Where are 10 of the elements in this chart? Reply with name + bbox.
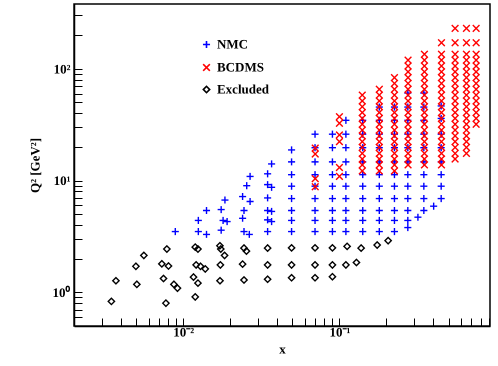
legend-label: NMC [217,36,248,52]
legend-label: BCDMS [217,60,264,74]
y-axis-title: Q² [GeV²] [28,138,42,194]
x-tick-label: 10⁻¹ [329,324,350,340]
legend-label: Excluded [217,82,270,96]
x-tick-label: 10⁻² [173,324,194,340]
y-tick-label: 10⁰ [52,284,70,300]
y-tick-label: 10² [54,61,71,76]
y-tick-label: 10¹ [54,173,71,188]
x-axis-title: x [279,342,286,356]
